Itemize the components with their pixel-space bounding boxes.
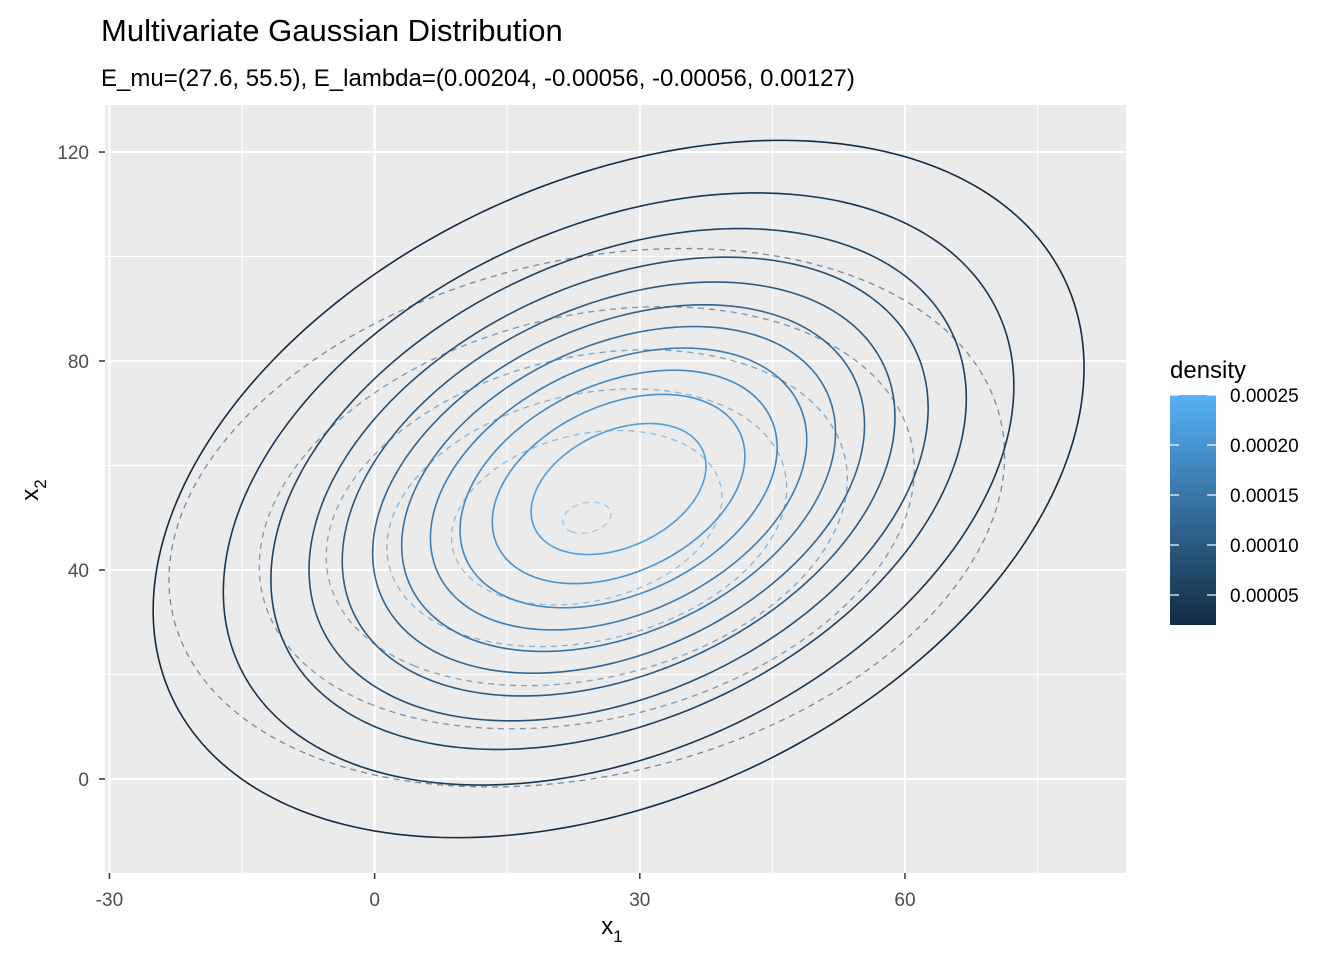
legend-label: 0.00010 [1230, 536, 1299, 557]
x-axis-title-sub: 1 [613, 927, 622, 946]
y-tick-label: 0 [78, 770, 89, 791]
contour-dashed [168, 247, 1006, 788]
y-tick-label: 40 [68, 561, 89, 582]
contour-solid [152, 139, 1085, 839]
y-axis-title-sub: 2 [31, 479, 50, 488]
x-tick-label: 0 [369, 890, 380, 911]
contour-solid [459, 369, 778, 609]
contours [152, 139, 1085, 839]
legend: density 0.000050.000100.000150.000200.00… [1170, 357, 1299, 625]
chart-title: Multivariate Gaussian Distribution [101, 13, 563, 48]
legend-label: 0.00005 [1230, 586, 1299, 607]
y-tick-label: 80 [68, 352, 89, 373]
x-axis: -30 0 30 60 [96, 873, 916, 911]
contour-solid [270, 227, 968, 751]
legend-label: 0.00015 [1230, 486, 1299, 507]
x-tick-label: 60 [894, 890, 915, 911]
contour-dashed [450, 429, 723, 606]
legend-ticks: 0.00005 0.00010 0.00015 0.00020 0.00025 [1170, 386, 1299, 607]
y-axis-title: x2 [17, 479, 50, 500]
contour-solid [341, 281, 896, 697]
chart-subtitle: E_mu=(27.6, 55.5), E_lambda=(0.00204, -0… [101, 65, 855, 92]
plot-panel [105, 105, 1126, 873]
contour-solid [491, 393, 746, 585]
contour-solid [308, 256, 929, 722]
contour-dashed [561, 501, 612, 534]
contour-dashed [258, 306, 915, 730]
contour-dashed [386, 388, 788, 648]
grid-major [105, 105, 1126, 873]
x-tick-label: -30 [96, 890, 123, 911]
legend-label: 0.00020 [1230, 436, 1299, 457]
x-axis-title-main: x [601, 913, 613, 940]
contour-solid [371, 304, 866, 674]
y-axis-title-main: x [17, 489, 44, 501]
legend-label: 0.00025 [1230, 386, 1299, 407]
x-tick-label: 30 [629, 890, 650, 911]
contour-solid [222, 192, 1015, 786]
legend-colorbar [1170, 395, 1216, 625]
grid-minor [105, 105, 1126, 873]
contour-solid [429, 347, 808, 631]
contour-solid [400, 325, 837, 653]
y-axis: 0 40 80 120 [57, 143, 105, 791]
legend-title: density [1170, 357, 1246, 384]
y-tick-label: 120 [57, 143, 89, 164]
x-axis-title: x1 [601, 913, 622, 946]
contour-solid [530, 422, 707, 556]
